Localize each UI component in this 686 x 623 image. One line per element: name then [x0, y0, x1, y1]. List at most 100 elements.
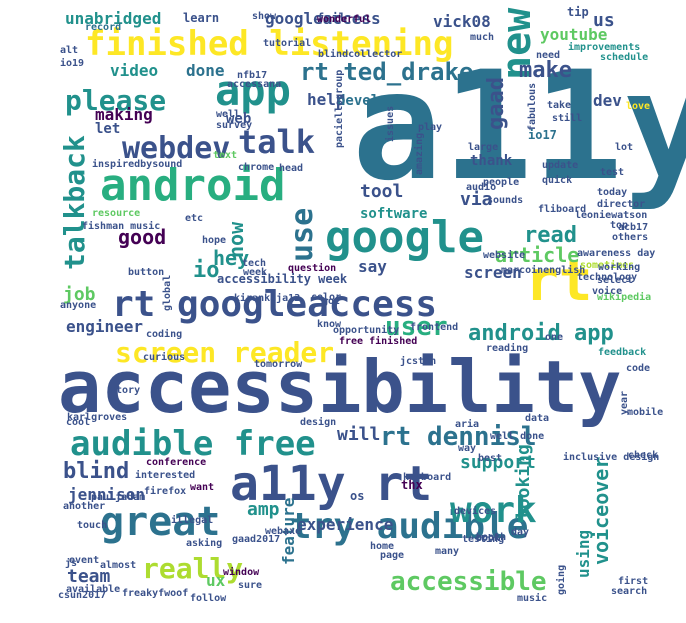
word-book: book [476, 533, 500, 544]
word-aria: aria [455, 418, 479, 430]
word-team: team [67, 566, 111, 587]
word-try-audible: try audible [290, 506, 528, 547]
word-us: us [593, 10, 615, 31]
word-ux: ux [206, 571, 226, 590]
word-android-app: android app [468, 321, 614, 346]
word-firefox: firefox [144, 485, 186, 497]
word-chrome: chrome [238, 162, 274, 173]
word-experience: experience [297, 515, 393, 534]
word-jennison: jennison [68, 485, 145, 504]
word-global: global [162, 275, 173, 311]
word-etc: etc [185, 213, 203, 224]
word-will: will [337, 424, 380, 445]
word-accessibility-week: accessibility week [217, 272, 348, 286]
word-test: test [600, 167, 624, 178]
word-a11y: a11y [352, 40, 686, 214]
word-jcsten: jcsten [400, 355, 436, 367]
word-engineer: engineer [66, 317, 143, 336]
word-window: window [223, 566, 260, 578]
word-use: use [285, 208, 320, 262]
word-good: good [118, 225, 166, 249]
word-love: love [626, 101, 650, 112]
word-rt-googleaccess: rt googleaccess [112, 284, 437, 325]
word-data: data [525, 413, 549, 424]
word-top: top [610, 220, 628, 231]
word-amp: amp [247, 499, 280, 520]
word-issues: issues [384, 106, 396, 142]
word-touch: touch [77, 520, 107, 531]
word-inspiredbysound: inspiredbysound [92, 158, 182, 170]
word-js: js [65, 557, 77, 569]
word-csun2017: csun2017 [58, 590, 106, 601]
word-reading: reading [486, 342, 528, 354]
word-dev: dev [593, 91, 622, 110]
word-unabridged: unabridged [65, 9, 161, 28]
word-screen: screen [464, 263, 522, 282]
word-color: color [311, 292, 341, 303]
word-website: website [483, 249, 525, 261]
word-inclusive-design: inclusive design [563, 451, 659, 463]
word-frontend: frontend [410, 322, 458, 333]
word-hey: hey [213, 246, 249, 270]
word-via: via [460, 189, 493, 210]
word-large: large [468, 142, 498, 153]
word-day: day [511, 527, 529, 538]
word-code: code [626, 363, 650, 374]
word-question: question [288, 262, 336, 274]
word-play: play [418, 122, 442, 133]
word-talk: talk [238, 123, 315, 161]
word-awareness-day: awareness day [577, 248, 655, 259]
word-rt-dennisl: rt dennisl [380, 422, 537, 452]
word-karlgroves: karlgroves [67, 412, 127, 423]
word-wonderful: wonderful [317, 14, 371, 25]
word-much: much [470, 32, 494, 43]
word-one: one [545, 332, 563, 343]
word-using: using [574, 530, 593, 578]
word-music: music [517, 592, 547, 604]
word-audible-free: audible free [70, 424, 316, 464]
word-anyone: anyone [60, 300, 96, 311]
word-others: others [612, 232, 648, 243]
word-conference: conference [146, 457, 206, 468]
word-rt-ted-drake: rt ted_drake [300, 58, 473, 86]
word-still: still [552, 112, 582, 124]
word-paciellogroup: paciellogroup [333, 70, 345, 148]
word-new: new [494, 7, 540, 80]
word-button: button [128, 267, 164, 278]
word-io: io [193, 258, 220, 283]
word-great: great [100, 499, 220, 545]
word-vick08: vick08 [433, 12, 491, 31]
word-sure: sure [238, 580, 262, 591]
word-well: well [216, 109, 240, 120]
word-pauljadam: pauljadam [91, 491, 145, 503]
word-learn: learn [183, 11, 219, 25]
word-acb17: acb17 [618, 222, 648, 233]
word-freakyfwoof: freakyfwoof [122, 588, 188, 599]
word-fail: fail [317, 11, 346, 25]
word-feature: feature [279, 498, 298, 565]
word-story: story [110, 385, 140, 396]
word-director: director [597, 198, 645, 210]
word-want: want [190, 482, 214, 493]
word-fabulous: fabulous [527, 83, 538, 131]
word-software: software [360, 206, 427, 222]
word-sounds: sounds [487, 195, 523, 206]
word-page: page [380, 550, 404, 561]
word-read: read [524, 223, 577, 248]
word-thx: thx [401, 478, 423, 492]
word-illegal: illegal [171, 514, 213, 526]
word-almost: almost [100, 560, 136, 571]
word-design: design [300, 416, 336, 428]
word-week: week [243, 267, 267, 278]
word-survey: survey [216, 120, 252, 131]
word-way: way [458, 443, 476, 454]
word-nfb17: nfb17 [237, 70, 267, 81]
word-marcoinenglish: marcoinenglish [501, 264, 585, 276]
word-tip: tip [567, 5, 589, 19]
word-io19: io19 [60, 57, 84, 69]
word-home: home [370, 541, 394, 552]
word-now: now [224, 221, 248, 258]
word-web: web [226, 111, 251, 127]
word-really: really [142, 552, 243, 585]
